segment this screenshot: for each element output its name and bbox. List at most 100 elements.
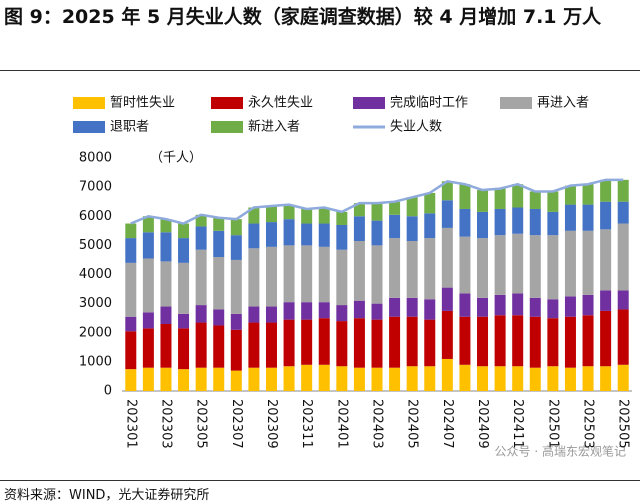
- bar-segment: [441, 200, 453, 228]
- bar-segment: [142, 232, 154, 259]
- bar-segment: [301, 208, 313, 224]
- bar-segment: [213, 309, 225, 326]
- x-tick-label: 202401: [334, 399, 349, 449]
- bar-segment: [301, 245, 313, 303]
- bar-segment: [424, 192, 436, 214]
- bar-segment: [617, 223, 629, 291]
- x-tick-label: 202403: [370, 399, 385, 449]
- bar-segment: [564, 367, 576, 391]
- bar-segment: [230, 370, 242, 391]
- bar-segment: [477, 190, 489, 212]
- y-tick-label: 5000: [79, 238, 112, 253]
- source: 资料来源：WIND，光大证券研究所: [4, 488, 210, 503]
- y-tick-label: 8000: [79, 151, 112, 166]
- bar-segment: [195, 305, 207, 323]
- bar-segment: [477, 297, 489, 317]
- bar-segment: [125, 316, 137, 332]
- bar-segment: [195, 226, 207, 250]
- bar-segment: [529, 297, 541, 317]
- x-tick-label: 202303: [158, 399, 173, 449]
- legend-label: 再进入者: [537, 96, 589, 111]
- bar-segment: [160, 232, 172, 262]
- x-tick-label: 202407: [440, 399, 455, 449]
- bar-segment: [248, 306, 260, 323]
- bar-segment: [406, 297, 418, 317]
- bar-segment: [600, 201, 612, 230]
- bar-segment: [600, 290, 612, 311]
- bar-segment: [424, 238, 436, 300]
- bar-segment: [477, 316, 489, 367]
- bar-segment: [582, 184, 594, 205]
- x-tick-label: 202309: [264, 399, 279, 449]
- bar-segment: [406, 216, 418, 242]
- bar-segment: [617, 309, 629, 365]
- bar-segment: [424, 299, 436, 320]
- x-tick-label: 202405: [405, 399, 420, 449]
- bar-segment: [213, 325, 225, 368]
- x-tick-label: 202505: [616, 399, 631, 449]
- bar-segment: [617, 364, 629, 391]
- bar-segment: [265, 367, 277, 391]
- bar-segment: [564, 296, 576, 317]
- bar-segment: [336, 366, 348, 391]
- bar-segment: [353, 367, 365, 391]
- x-tick-label: 202501: [545, 399, 560, 449]
- bar-segment: [160, 261, 172, 307]
- bar-segment: [265, 306, 277, 323]
- x-tick-label: 202305: [194, 399, 209, 449]
- bar-segment: [125, 369, 137, 391]
- bar-segment: [459, 236, 471, 294]
- bar-segment: [195, 249, 207, 306]
- bar-segment: [441, 358, 453, 391]
- bar-segment: [547, 235, 559, 300]
- bar-segment: [336, 305, 348, 322]
- bar-segment: [371, 319, 383, 368]
- bar-segment: [547, 318, 559, 367]
- watermark: 公众号 · 高瑞东宏观笔记: [495, 444, 626, 459]
- bar-segment: [213, 367, 225, 391]
- bar-segment: [230, 235, 242, 260]
- bar-segment: [564, 204, 576, 231]
- bar-segment: [406, 197, 418, 217]
- bar-segment: [529, 316, 541, 368]
- bar-segment: [230, 259, 242, 314]
- bar-segment: [318, 207, 330, 224]
- bar-segment: [529, 191, 541, 209]
- bar-segment: [494, 366, 506, 391]
- bar-segment: [195, 322, 207, 368]
- bar-segment: [564, 185, 576, 205]
- bar-segment: [406, 316, 418, 367]
- bar-segment: [301, 364, 313, 391]
- bar-segment: [230, 329, 242, 371]
- bar-segment: [371, 245, 383, 304]
- bar-segment: [142, 216, 154, 233]
- y-tick-label: 2000: [79, 325, 112, 340]
- bar-segment: [283, 219, 295, 246]
- bar-segment: [441, 310, 453, 359]
- bar-segment: [142, 312, 154, 329]
- bar-segment: [213, 230, 225, 258]
- bar-segment: [477, 238, 489, 298]
- bar-segment: [178, 262, 190, 314]
- bar-segment: [301, 223, 313, 246]
- x-tick-label: 202503: [581, 399, 596, 449]
- x-tick-label: 202409: [475, 399, 490, 449]
- bar-segment: [353, 203, 365, 217]
- bar-segment: [582, 366, 594, 391]
- bar-segment: [494, 294, 506, 316]
- bar-segment: [529, 367, 541, 391]
- bar-segment: [195, 367, 207, 391]
- bar-segment: [125, 238, 137, 263]
- bar-segment: [230, 313, 242, 330]
- line: [130, 178, 624, 225]
- bar-segment: [142, 258, 154, 313]
- bar-segment: [600, 179, 612, 202]
- bar-segment: [336, 224, 348, 250]
- bar-segment: [301, 319, 313, 365]
- bar-segment: [389, 201, 401, 215]
- bar-segment: [389, 238, 401, 298]
- bar-segment: [248, 248, 260, 307]
- bar-segment: [371, 203, 383, 221]
- bar-segment: [389, 297, 401, 317]
